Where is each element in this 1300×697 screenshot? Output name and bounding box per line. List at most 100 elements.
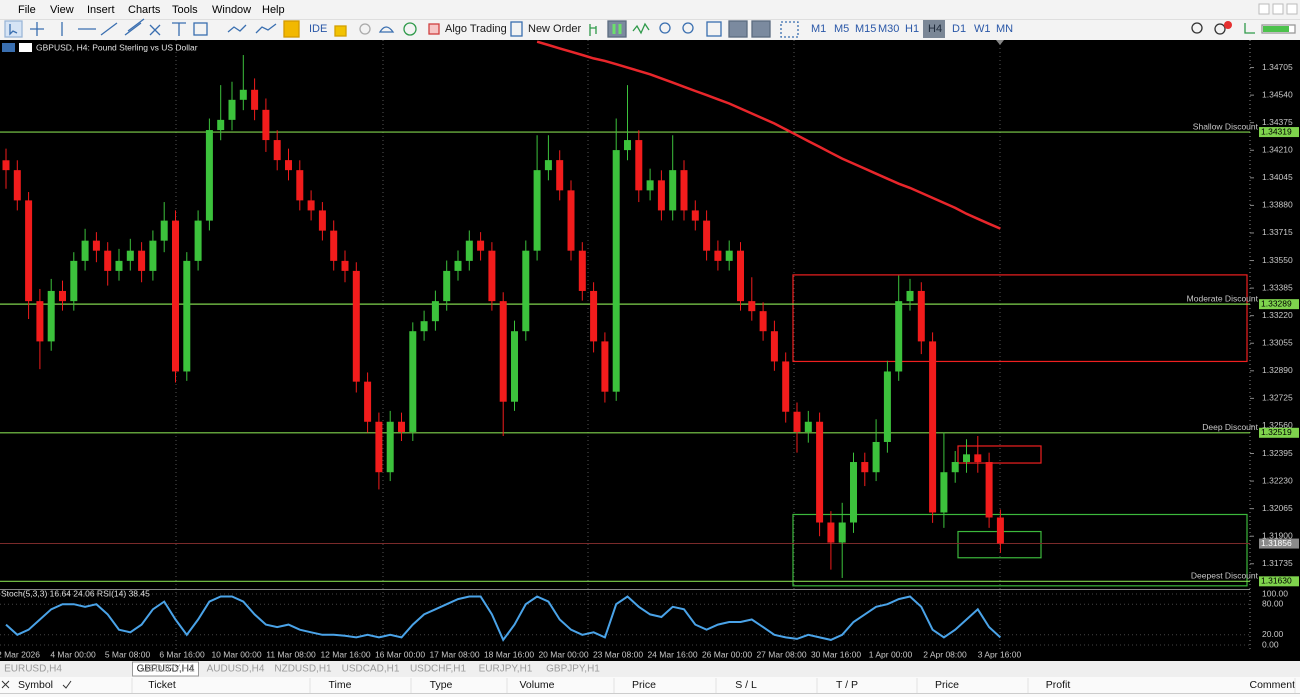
timeframe-button[interactable]: M30 bbox=[878, 23, 899, 35]
column-header[interactable]: Symbol bbox=[18, 679, 53, 691]
cursor-tool[interactable] bbox=[4, 20, 23, 38]
shift-marker[interactable] bbox=[996, 40, 1004, 45]
menu-item[interactable]: Window bbox=[212, 4, 251, 16]
check-icon bbox=[62, 680, 72, 689]
column-header[interactable]: Price bbox=[935, 679, 959, 691]
x-tick-label: 2 Mar 2026 bbox=[0, 649, 40, 659]
column-header[interactable]: Profit bbox=[1046, 679, 1071, 691]
zoom-in-icon[interactable] bbox=[659, 22, 671, 34]
candle-body bbox=[364, 381, 372, 422]
order-icon[interactable] bbox=[510, 21, 523, 37]
menu-item[interactable]: Help bbox=[262, 4, 285, 16]
timeframe-button[interactable]: M5 bbox=[834, 23, 849, 35]
channel-icon[interactable] bbox=[124, 18, 145, 36]
candle-body bbox=[341, 260, 349, 271]
shapes-icon[interactable] bbox=[193, 22, 208, 36]
column-header[interactable]: Ticket bbox=[148, 679, 176, 691]
bars-icon[interactable] bbox=[589, 24, 597, 36]
menu-item[interactable]: Insert bbox=[87, 4, 115, 16]
y-tick-label: 1.33550 bbox=[1262, 255, 1293, 265]
candle-body bbox=[974, 454, 982, 463]
market-icon[interactable] bbox=[283, 20, 300, 38]
y-tick-label: 1.34045 bbox=[1262, 172, 1293, 182]
symbol-tab[interactable]: AUDUSD,H4 bbox=[207, 664, 265, 675]
menu-item[interactable]: Tools bbox=[172, 4, 198, 16]
search-icon[interactable] bbox=[1191, 22, 1203, 34]
text-icon[interactable] bbox=[172, 22, 186, 36]
column-header[interactable]: S / L bbox=[735, 679, 757, 691]
timeframe-button[interactable]: M15 bbox=[855, 23, 876, 35]
algo-icon[interactable] bbox=[428, 23, 440, 35]
menu-item[interactable]: View bbox=[50, 4, 74, 16]
column-header[interactable]: Type bbox=[430, 679, 453, 691]
candle-body bbox=[657, 180, 665, 211]
timeframe-button[interactable]: H4 bbox=[928, 23, 942, 35]
symbol-tab[interactable]: GBPJPY,H1 bbox=[546, 664, 600, 675]
candle-body bbox=[759, 311, 767, 332]
column-header[interactable]: T / P bbox=[836, 679, 858, 691]
zone bbox=[792, 274, 1248, 363]
candle-body bbox=[386, 421, 394, 473]
symbol-tab[interactable]: EURUSD,H4 bbox=[4, 664, 62, 675]
menu-item[interactable]: Charts bbox=[128, 4, 161, 16]
lvl-icon[interactable] bbox=[1244, 23, 1255, 34]
tile-icon[interactable] bbox=[706, 21, 722, 37]
symbol-tab[interactable]: USDJPY,H1 bbox=[141, 664, 195, 675]
crosshair-icon[interactable] bbox=[30, 22, 44, 36]
new-order-button[interactable]: New Order bbox=[528, 23, 582, 35]
symbol-tab[interactable]: NZDUSD,H1 bbox=[274, 664, 332, 675]
timeframe-button[interactable]: M1 bbox=[811, 23, 826, 35]
trendline-icon[interactable] bbox=[100, 22, 118, 36]
algo-trading-button[interactable]: Algo Trading bbox=[445, 23, 507, 35]
symbol-tab[interactable]: GBPUSD,H4 bbox=[137, 664, 195, 675]
line-chart-icon[interactable] bbox=[632, 22, 650, 35]
zoom-out-icon[interactable] bbox=[682, 22, 694, 34]
column-header[interactable]: Time bbox=[329, 679, 352, 691]
signals-icon[interactable] bbox=[359, 23, 371, 35]
timeframe-button[interactable]: D1 bbox=[952, 23, 966, 35]
ide-button[interactable]: IDE bbox=[309, 23, 327, 35]
candle-body bbox=[624, 140, 631, 151]
timeframe-button[interactable]: MN bbox=[996, 23, 1013, 35]
autoscroll-icon[interactable] bbox=[728, 20, 748, 38]
community-icon[interactable] bbox=[403, 22, 417, 36]
level-price-box bbox=[1259, 576, 1299, 587]
cursor-icon bbox=[9, 24, 18, 36]
close[interactable] bbox=[1286, 3, 1298, 15]
cloud-icon[interactable] bbox=[378, 26, 395, 33]
toolbox-close[interactable] bbox=[1, 680, 10, 689]
symbol-tab[interactable]: USDCHF,H1 bbox=[410, 664, 467, 675]
column-header[interactable]: Price bbox=[632, 679, 656, 691]
candle-body bbox=[409, 331, 417, 432]
menu-item[interactable]: File bbox=[18, 4, 36, 16]
candle-body bbox=[906, 290, 914, 302]
candle-body bbox=[612, 150, 620, 392]
vps-icon[interactable] bbox=[334, 25, 347, 37]
y-tick-label: 1.34705 bbox=[1262, 62, 1293, 72]
candle-body bbox=[205, 130, 213, 221]
fibo-icon[interactable] bbox=[149, 24, 161, 36]
minimize[interactable] bbox=[1258, 3, 1270, 15]
indicators-icon[interactable] bbox=[227, 24, 247, 33]
timeframe-button[interactable]: W1 bbox=[974, 23, 991, 35]
timeframe-button[interactable]: H1 bbox=[905, 23, 919, 35]
chart-title: GBPUSD, H4: Pound Sterling vs US Dollar bbox=[36, 42, 198, 52]
column-header[interactable]: Volume bbox=[519, 679, 554, 691]
symbol-tab[interactable]: EURJPY,H1 bbox=[479, 664, 533, 675]
shift-icon[interactable] bbox=[751, 20, 771, 38]
column-header[interactable]: Comment bbox=[1249, 679, 1295, 691]
y-tick-label: 1.32560 bbox=[1262, 420, 1293, 430]
charts-icon[interactable] bbox=[255, 23, 277, 34]
candle-body bbox=[104, 250, 112, 271]
restore[interactable] bbox=[1272, 3, 1284, 15]
candle-body bbox=[273, 140, 281, 161]
account-icon[interactable] bbox=[1214, 23, 1226, 35]
candle-body bbox=[251, 89, 259, 110]
candle-body bbox=[770, 331, 778, 362]
candles-glyph bbox=[612, 24, 622, 34]
level-name: Deepest Discount bbox=[1191, 571, 1259, 581]
y-tick-label: 1.33220 bbox=[1262, 310, 1293, 320]
symbol-tab[interactable]: USDCAD,H1 bbox=[342, 664, 400, 675]
candles-icon[interactable] bbox=[607, 20, 627, 38]
screenshot-icon[interactable] bbox=[780, 21, 799, 38]
